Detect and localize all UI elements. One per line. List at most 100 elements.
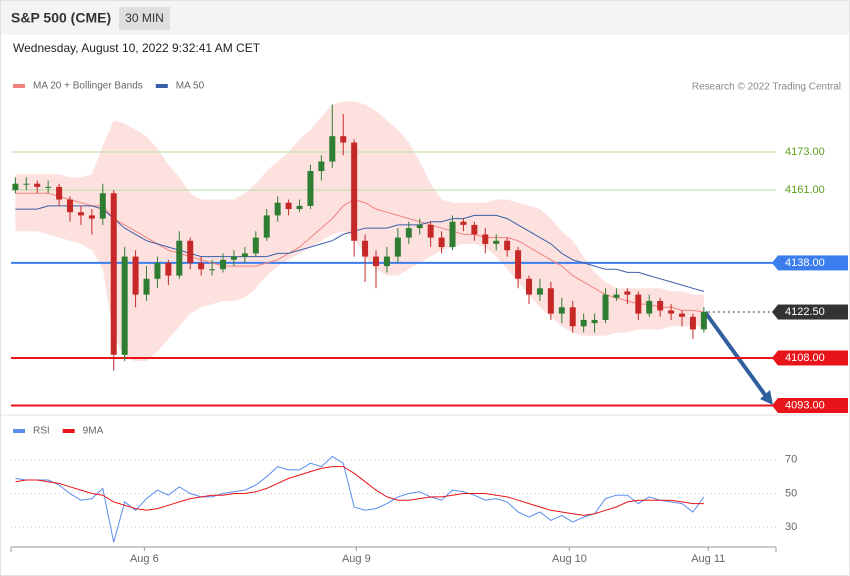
- candle-body: [515, 250, 522, 279]
- rsi-line: [15, 455, 705, 543]
- y-tick-label: 30: [785, 521, 797, 533]
- y-tick-label: 50: [785, 487, 797, 499]
- candle-body: [110, 193, 117, 355]
- level-label: 4138.00: [785, 257, 825, 269]
- interval-badge: [119, 7, 170, 30]
- level-label-pointer: [772, 255, 778, 271]
- candle-body: [580, 319, 587, 327]
- candle-body: [438, 237, 445, 248]
- legend-label: MA 20 + Bollinger Bands: [33, 81, 143, 92]
- candle-body: [493, 240, 500, 244]
- rsi-line: [15, 466, 704, 516]
- x-tick-label: Aug 6: [130, 553, 159, 565]
- forecast-arrow-head: [760, 390, 773, 405]
- candle-body: [307, 171, 314, 206]
- level-label-pointer: [772, 304, 778, 320]
- candle-body: [558, 307, 565, 314]
- level-label: 4093.00: [785, 399, 825, 411]
- title: S&P 500 (CME): [11, 10, 111, 26]
- candle-body: [646, 300, 653, 314]
- level-label-box: [778, 304, 848, 320]
- source: Research © 2022 Trading Central: [692, 82, 841, 93]
- candle-body: [209, 269, 216, 271]
- legend-swatch: [13, 429, 25, 433]
- x-tick-label: Aug 9: [342, 553, 371, 565]
- candle-body: [154, 262, 161, 279]
- candle-body: [700, 312, 707, 330]
- level-label: 4108.00: [785, 352, 825, 364]
- candle-body: [569, 307, 576, 327]
- legend-label: RSI: [33, 426, 50, 437]
- level-label: 4122.50: [785, 306, 825, 318]
- candle-body: [285, 202, 292, 210]
- level-label: 4161.00: [785, 184, 825, 196]
- candle-body: [526, 278, 533, 295]
- candle-body: [405, 228, 412, 238]
- candle-body: [624, 291, 631, 295]
- candle-body: [602, 294, 609, 320]
- ma-line: [15, 192, 704, 313]
- legend-swatch: [155, 84, 168, 88]
- candle-body: [252, 237, 259, 254]
- candle-body: [176, 240, 183, 276]
- candle-body: [394, 237, 401, 257]
- x-tick-label: Aug 10: [552, 553, 587, 565]
- candle-body: [427, 224, 434, 238]
- candle-body: [77, 212, 84, 216]
- candle-body: [132, 256, 139, 295]
- forecast-arrow: [703, 310, 770, 401]
- legend-swatch: [13, 84, 25, 88]
- candle-body: [591, 319, 598, 324]
- candle-body: [56, 186, 63, 200]
- candle-body: [34, 183, 41, 187]
- candle-body: [383, 256, 390, 267]
- candle-body: [689, 316, 696, 330]
- bollinger-band: [15, 101, 704, 362]
- candle-body: [143, 278, 150, 295]
- candle-body: [45, 186, 52, 188]
- candle-body: [165, 262, 172, 276]
- candle-body: [296, 205, 303, 210]
- candle-body: [88, 215, 95, 219]
- level-label-box: [778, 397, 848, 413]
- candle-body: [504, 240, 511, 251]
- candle-body: [471, 224, 478, 235]
- legend-swatch: [62, 429, 75, 433]
- timestamp: Wednesday, August 10, 2022 9:32:41 AM CE…: [13, 41, 261, 55]
- candle-body: [657, 300, 664, 311]
- ma-line: [15, 205, 705, 292]
- level-label-pointer: [772, 397, 778, 413]
- candle-body: [416, 224, 423, 229]
- level-label-box: [778, 350, 848, 366]
- candle-body: [12, 183, 19, 191]
- candle-body: [329, 136, 336, 162]
- candle-body: [679, 313, 686, 317]
- candle-body: [373, 256, 380, 267]
- candle-body: [362, 240, 369, 257]
- level-label-pointer: [772, 350, 778, 366]
- candle-body: [198, 262, 205, 270]
- candle-body: [668, 310, 675, 314]
- candle-body: [274, 202, 281, 216]
- legend-label: 9MA: [83, 426, 104, 437]
- candle-body: [67, 199, 74, 213]
- candle-body: [241, 253, 248, 257]
- candle-body: [635, 294, 642, 314]
- candle-body: [547, 288, 554, 314]
- interval: 30 MIN: [125, 11, 164, 25]
- band-layer: [15, 101, 704, 362]
- candle-body: [263, 215, 270, 238]
- candle-body: [121, 256, 128, 355]
- candle-body: [536, 288, 543, 295]
- candle-body: [482, 234, 489, 244]
- candle-body: [220, 259, 227, 270]
- x-tick-label: Aug 11: [691, 553, 725, 565]
- candle-body: [230, 256, 237, 260]
- candle-body: [23, 183, 30, 185]
- candle-body: [340, 136, 347, 143]
- candle-body: [187, 240, 194, 263]
- candle-body: [449, 221, 456, 248]
- candle-body: [99, 193, 106, 219]
